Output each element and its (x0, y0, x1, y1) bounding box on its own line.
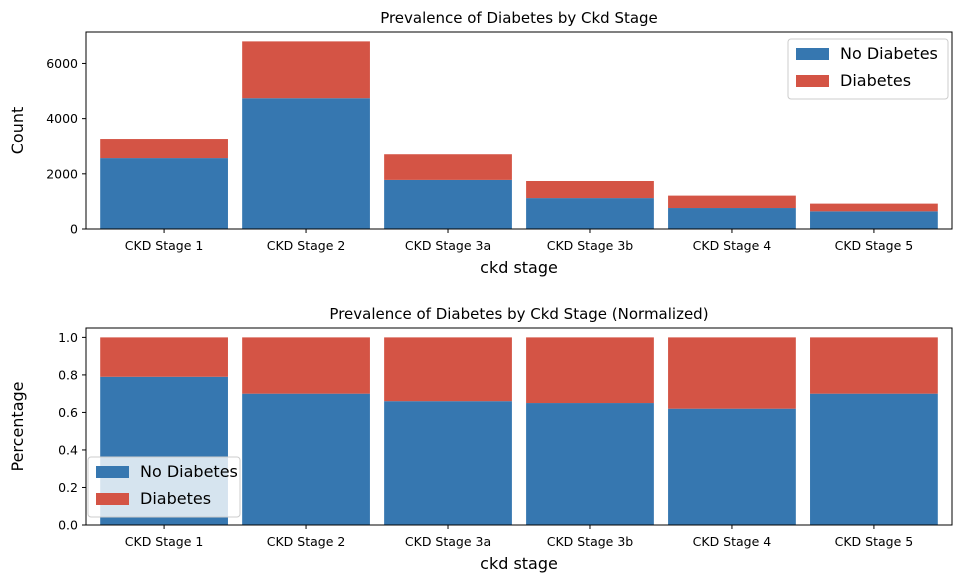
bar-no-diabetes-1 (100, 158, 228, 229)
x-tick-label: CKD Stage 5 (835, 534, 914, 549)
x-axis-label: ckd stage (480, 554, 558, 573)
x-tick-label: CKD Stage 2 (267, 534, 346, 549)
bar-no-diabetes-4 (526, 198, 654, 229)
bar-no-diabetes-6 (810, 393, 938, 525)
bar-diabetes-1 (100, 337, 228, 377)
legend-swatch (796, 48, 829, 60)
bar-diabetes-2 (242, 337, 370, 394)
legend-label: Diabetes (140, 489, 211, 508)
y-axis-label: Percentage (8, 381, 27, 471)
axes-frame (85, 327, 953, 526)
y-axis-label: Count (8, 107, 27, 155)
axes-frame (85, 31, 953, 230)
x-tick-label: CKD Stage 4 (693, 238, 772, 253)
chart-title: Prevalence of Diabetes by Ckd Stage (380, 9, 658, 27)
y-tick-label: 0.6 (58, 405, 78, 420)
bar-diabetes-2 (242, 41, 370, 99)
bar-no-diabetes-4 (526, 403, 654, 525)
x-tick-label: CKD Stage 2 (267, 238, 346, 253)
legend-swatch (796, 75, 829, 87)
y-tick-label: 4000 (46, 111, 78, 126)
y-tick-label: 0.0 (58, 518, 78, 533)
y-tick-label: 0.2 (58, 480, 78, 495)
legend: No Diabetes Diabetes (787, 38, 949, 100)
legend-swatch (96, 493, 129, 505)
bar-diabetes-1 (100, 139, 228, 159)
y-tick-label: 6000 (46, 56, 78, 71)
bar-diabetes-4 (526, 337, 654, 404)
bar-no-diabetes-3 (384, 401, 512, 525)
y-tick-label: 0.4 (58, 442, 78, 457)
bar-no-diabetes-2 (242, 393, 370, 525)
chart-title: Prevalence of Diabetes by Ckd Stage (Nor… (329, 305, 708, 323)
bar-diabetes-3 (384, 337, 512, 402)
bar-no-diabetes-5 (668, 208, 796, 229)
x-tick-label: CKD Stage 1 (125, 238, 204, 253)
x-tick-label: CKD Stage 4 (693, 534, 772, 549)
chart-panel-1: Prevalence of Diabetes by Ckd Stage CKD S… (8, 9, 953, 277)
bar-diabetes-6 (810, 337, 938, 394)
x-tick-label: CKD Stage 3b (547, 534, 634, 549)
x-tick-label: CKD Stage 3b (547, 238, 634, 253)
chart-panel-2: Prevalence of Diabetes by Ckd Stage (Nor… (8, 305, 953, 573)
x-axis-label: ckd stage (480, 258, 558, 277)
y-tick-label: 2000 (46, 166, 78, 181)
bar-no-diabetes-2 (242, 98, 370, 229)
legend-label: No Diabetes (140, 462, 238, 481)
x-tick-label: CKD Stage 3a (405, 534, 491, 549)
y-tick-label: 0 (70, 222, 78, 237)
y-tick-label: 0.8 (58, 367, 78, 382)
x-tick-label: CKD Stage 5 (835, 238, 914, 253)
bar-no-diabetes-5 (668, 408, 796, 525)
legend-swatch (96, 466, 129, 478)
bar-diabetes-3 (384, 154, 512, 180)
legend-label: No Diabetes (840, 44, 938, 63)
legend: No Diabetes Diabetes (87, 456, 241, 518)
x-tick-label: CKD Stage 3a (405, 238, 491, 253)
bar-diabetes-5 (668, 195, 796, 209)
x-tick-label: CKD Stage 1 (125, 534, 204, 549)
y-tick-label: 1.0 (58, 330, 78, 345)
bar-diabetes-6 (810, 203, 938, 212)
legend-label: Diabetes (840, 71, 911, 90)
bar-no-diabetes-3 (384, 179, 512, 229)
bar-diabetes-5 (668, 337, 796, 409)
bar-no-diabetes-6 (810, 211, 938, 229)
bar-diabetes-4 (526, 180, 654, 199)
